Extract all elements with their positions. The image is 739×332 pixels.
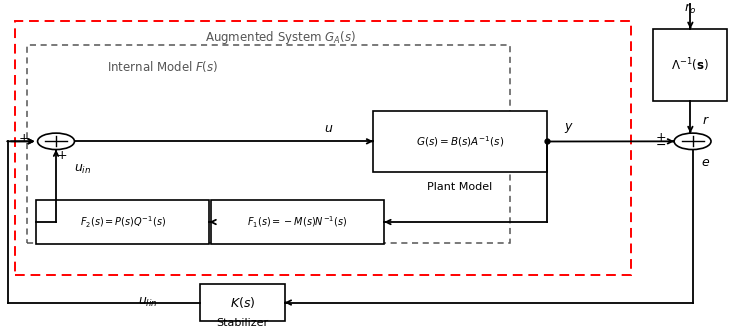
Text: $r_o$: $r_o$ — [684, 2, 696, 16]
Text: Augmented System $G_A(s)$: Augmented System $G_A(s)$ — [205, 29, 356, 45]
Text: Plant Model: Plant Model — [427, 182, 492, 192]
Text: $\Lambda^{-1}(\mathbf{s})$: $\Lambda^{-1}(\mathbf{s})$ — [672, 56, 709, 74]
Bar — [16, 21, 631, 276]
Text: +: + — [19, 132, 30, 145]
Text: Internal Model $F(s)$: Internal Model $F(s)$ — [107, 59, 219, 74]
Text: $u_{in}$: $u_{in}$ — [75, 163, 92, 176]
Text: $r$: $r$ — [702, 115, 709, 127]
FancyBboxPatch shape — [653, 29, 727, 101]
Text: $y$: $y$ — [564, 121, 573, 135]
FancyBboxPatch shape — [200, 284, 285, 321]
FancyBboxPatch shape — [36, 200, 209, 244]
FancyBboxPatch shape — [373, 111, 547, 172]
Text: $G(s)=B(s)A^{-1}(s)$: $G(s)=B(s)A^{-1}(s)$ — [416, 134, 504, 149]
Text: +: + — [57, 149, 67, 162]
Circle shape — [38, 133, 75, 149]
Text: $F_1(s)=-M(s)N^{-1}(s)$: $F_1(s)=-M(s)N^{-1}(s)$ — [248, 214, 347, 230]
Text: $K(s)$: $K(s)$ — [230, 295, 255, 310]
Text: $F_2(s)=P(s)Q^{-1}(s)$: $F_2(s)=P(s)Q^{-1}(s)$ — [80, 214, 166, 230]
Circle shape — [674, 133, 711, 149]
Text: $e$: $e$ — [701, 156, 710, 169]
Text: +: + — [655, 131, 666, 144]
Text: −: − — [655, 139, 666, 152]
Text: $u$: $u$ — [324, 122, 333, 135]
Bar — [27, 45, 510, 243]
Text: Stabilizer: Stabilizer — [217, 318, 269, 328]
FancyBboxPatch shape — [211, 200, 384, 244]
Text: $u_{lin}$: $u_{lin}$ — [138, 296, 158, 309]
